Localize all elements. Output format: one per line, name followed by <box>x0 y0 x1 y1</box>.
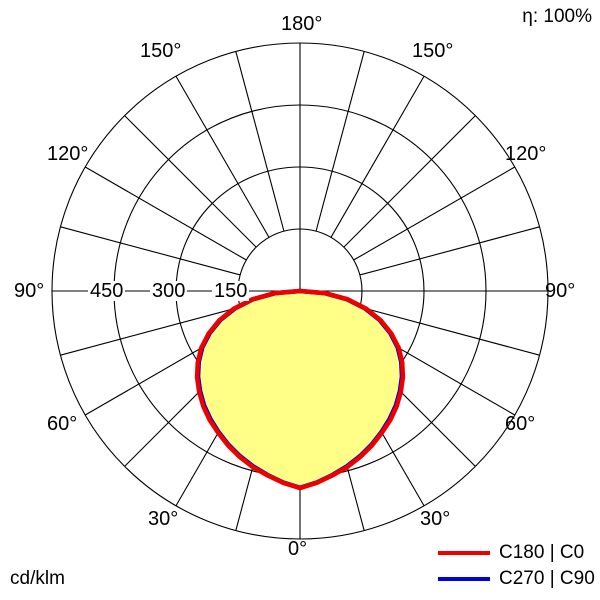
angle-label-180: 180° <box>281 13 323 35</box>
units-label: cd/klm <box>10 568 65 589</box>
angle-label-60-left: 60° <box>47 413 78 435</box>
angle-label-120-left: 120° <box>47 143 89 165</box>
legend-label-c270-c90: C270 | C90 <box>499 568 595 589</box>
spoke-75r <box>359 306 540 356</box>
spoke-120l <box>84 166 247 261</box>
spoke-165r <box>315 51 365 232</box>
spoke-120r <box>353 166 516 261</box>
legend-swatch-blue <box>438 577 490 581</box>
radial-tick-450: 450 <box>88 280 126 302</box>
angle-label-60-right: 60° <box>505 413 536 435</box>
angle-label-90-right: 90° <box>545 280 576 302</box>
spoke-105r <box>359 226 540 276</box>
beam-fill-area <box>197 291 403 489</box>
legend-item-c270-c90[interactable]: C270 | C90 <box>438 566 595 592</box>
curve-c180-c0 <box>194 288 406 491</box>
angle-label-30-left: 30° <box>148 508 179 530</box>
efficiency-label: η: 100% <box>522 6 592 27</box>
angle-label-0: 0° <box>288 538 308 560</box>
spoke-75l <box>60 306 241 356</box>
spoke-150l <box>175 75 270 238</box>
legend-swatch-red <box>438 551 490 555</box>
spoke-135r <box>343 115 476 248</box>
angle-label-30-right: 30° <box>420 508 451 530</box>
spoke-165l <box>235 51 285 232</box>
chart-legend: C180 | C0 C270 | C90 <box>438 540 595 592</box>
legend-item-c180-c0[interactable]: C180 | C0 <box>438 540 595 566</box>
angle-label-120-right: 120° <box>505 143 547 165</box>
spoke-150r <box>330 75 425 238</box>
spoke-135l <box>124 115 257 248</box>
distribution-curves <box>194 288 406 491</box>
angle-label-150-right: 150° <box>412 40 454 62</box>
angle-label-150-left: 150° <box>140 40 182 62</box>
radial-tick-300: 300 <box>150 280 188 302</box>
angle-label-90-left: 90° <box>14 280 45 302</box>
legend-label-c180-c0: C180 | C0 <box>499 542 585 563</box>
radial-tick-150: 150 <box>212 280 250 302</box>
spoke-105l <box>60 226 241 276</box>
